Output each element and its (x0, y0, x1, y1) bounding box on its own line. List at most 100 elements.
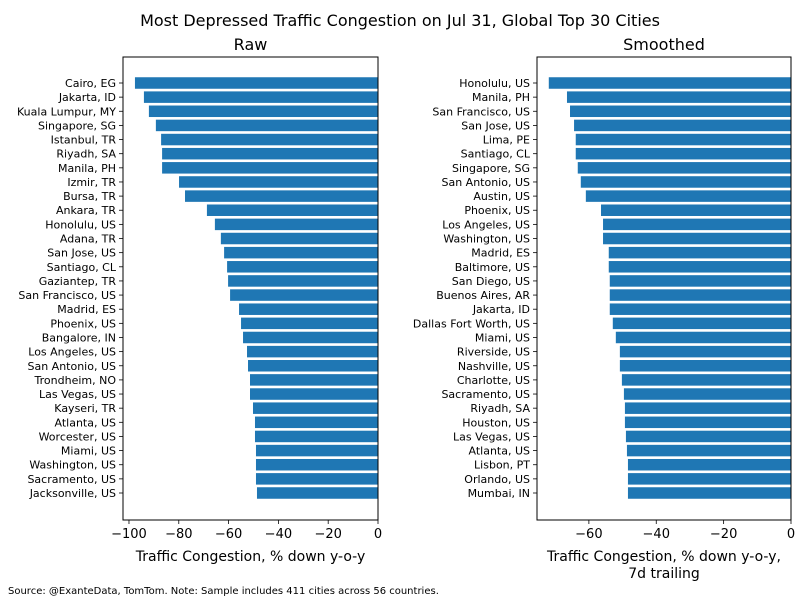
bar (185, 190, 378, 202)
y-tick-label: Jacksonville, US (29, 487, 116, 500)
bar (143, 91, 378, 103)
suptitle: Most Depressed Traffic Congestion on Jul… (140, 11, 660, 30)
y-tick-label: Santiago, CL (461, 148, 531, 161)
y-tick-label: Riyadh, SA (470, 402, 530, 415)
bar (250, 388, 378, 400)
y-tick-label: Baltimore, US (455, 261, 530, 274)
y-tick-label: Nashville, US (458, 360, 530, 373)
bar (214, 218, 378, 231)
source-note: Source: @ExanteData, TomTom. Note: Sampl… (8, 586, 439, 597)
y-tick-label: Washington, US (29, 459, 116, 472)
x-tick-label: −60 (575, 527, 602, 542)
bar (570, 105, 791, 118)
y-tick-label: Singapore, SG (38, 119, 116, 132)
y-tick-label: San Jose, US (47, 247, 116, 260)
y-tick-label: Riverside, US (457, 346, 530, 359)
y-tick-label: Honolulu, US (45, 218, 116, 231)
bar (575, 147, 791, 160)
y-tick-label: Sacramento, US (441, 388, 530, 401)
bar (577, 162, 791, 174)
y-tick-label: San Francisco, US (18, 289, 116, 302)
y-tick-label: Gaziantep, TR (39, 275, 117, 288)
bar (241, 317, 378, 330)
bar (603, 218, 791, 231)
y-tick-label: Cairo, EG (65, 77, 116, 90)
y-tick-label: Phoenix, US (50, 317, 116, 330)
x-tick-label: −20 (314, 527, 341, 542)
x-axis-label: Traffic Congestion, % down y-o-y (135, 549, 365, 565)
bar (627, 487, 791, 499)
bar (623, 388, 791, 400)
y-tick-label: Madrid, ES (57, 303, 116, 316)
bar (224, 246, 378, 259)
y-tick-label: Riyadh, SA (56, 148, 116, 161)
y-tick-label: Las Vegas, US (453, 430, 530, 443)
y-tick-label: Orlando, US (464, 473, 530, 486)
y-tick-label: San Jose, US (461, 119, 530, 132)
y-tick-label: Houston, US (462, 416, 530, 429)
y-tick-label: Los Angeles, US (442, 218, 530, 231)
bar (228, 275, 378, 287)
y-tick-label: Los Angeles, US (28, 346, 116, 359)
bar (615, 331, 791, 344)
x-tick-label: −40 (265, 527, 292, 542)
bar (162, 147, 378, 160)
bar (627, 473, 791, 485)
bar (574, 119, 791, 132)
bar (148, 105, 378, 118)
y-tick-label: Atlanta, US (469, 445, 531, 458)
y-tick-label: Phoenix, US (464, 204, 530, 217)
y-tick-label: Bursa, TR (63, 190, 116, 203)
y-tick-label: Izmir, TR (67, 176, 116, 189)
y-tick-label: Manila, PH (472, 91, 530, 104)
bar (255, 473, 378, 485)
bar (608, 246, 791, 259)
y-tick-label: Austin, US (473, 190, 530, 203)
y-tick-label: Buenos Aires, AR (436, 289, 530, 302)
x-tick-label: 0 (787, 527, 795, 542)
bar (621, 374, 791, 386)
y-tick-label: Honolulu, US (459, 77, 530, 90)
bar (134, 77, 378, 89)
x-tick-label: −80 (165, 527, 192, 542)
y-tick-label: Sacramento, US (27, 473, 116, 486)
y-tick-label: Washington, US (443, 233, 530, 246)
y-tick-label: Manila, PH (58, 162, 116, 175)
bar (575, 133, 791, 146)
y-tick-label: Worcester, US (39, 430, 116, 443)
y-tick-label: Singapore, SG (452, 162, 530, 175)
bar (627, 458, 791, 471)
bar (566, 91, 791, 103)
bar (247, 345, 378, 358)
y-tick-label: San Antonio, US (27, 360, 116, 373)
y-tick-label: San Antonio, US (441, 176, 530, 189)
y-tick-label: Atlanta, US (55, 416, 117, 429)
y-tick-label: Kayseri, TR (54, 402, 116, 415)
bar (609, 303, 791, 315)
bar (585, 190, 791, 202)
y-tick-label: San Francisco, US (432, 105, 530, 118)
bar (609, 275, 791, 287)
bar (256, 487, 378, 499)
y-tick-label: Dallas Fort Worth, US (413, 317, 530, 330)
x-tick-label: −60 (215, 527, 242, 542)
bar (248, 360, 378, 372)
bar (243, 331, 378, 344)
bar (603, 232, 791, 245)
bar (206, 204, 378, 216)
y-tick-label: Miami, US (475, 331, 530, 344)
bar (255, 458, 378, 471)
y-tick-label: Trondheim, NO (34, 374, 117, 387)
x-tick-label: −40 (643, 527, 670, 542)
y-tick-label: Lisbon, PT (474, 459, 530, 472)
y-tick-label: San Diego, US (452, 275, 530, 288)
axes-title: Raw (234, 35, 268, 54)
bar (626, 444, 791, 457)
y-tick-label: Jakarta, ID (472, 303, 530, 316)
x-tick-label: 0 (374, 527, 382, 542)
bar (161, 133, 378, 146)
y-tick-label: Santiago, CL (47, 261, 117, 274)
bar (548, 77, 791, 89)
